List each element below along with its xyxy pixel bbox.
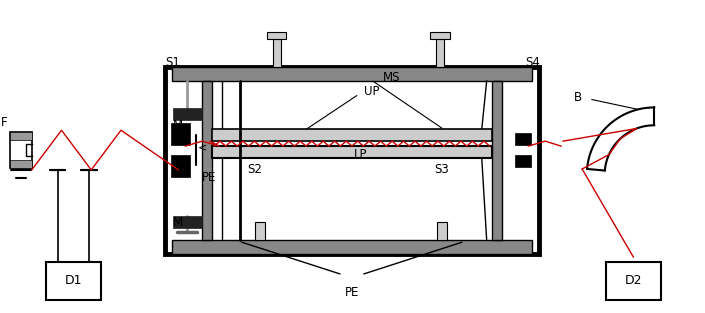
Text: <: < xyxy=(197,142,207,152)
Bar xyxy=(266,32,286,39)
Bar xyxy=(171,240,532,254)
Bar xyxy=(273,39,281,67)
Bar xyxy=(10,160,32,168)
Bar xyxy=(164,67,539,254)
Text: MS: MS xyxy=(383,71,400,84)
Bar xyxy=(212,146,491,158)
Text: S1: S1 xyxy=(165,56,180,69)
Bar xyxy=(10,132,32,168)
Bar xyxy=(515,155,532,167)
Text: M: M xyxy=(173,216,183,229)
Text: D1: D1 xyxy=(65,275,82,287)
Bar xyxy=(171,155,190,177)
Bar xyxy=(171,123,190,145)
Text: M: M xyxy=(173,119,183,132)
Text: UP: UP xyxy=(364,85,379,98)
Bar xyxy=(515,133,532,145)
Bar xyxy=(10,132,32,140)
Bar xyxy=(436,39,444,67)
Text: B: B xyxy=(574,91,582,104)
Text: LP: LP xyxy=(354,147,367,161)
Bar xyxy=(173,108,202,120)
Bar xyxy=(202,81,212,240)
Text: PE: PE xyxy=(202,171,216,184)
Text: S3: S3 xyxy=(435,163,450,177)
Bar xyxy=(491,81,501,240)
Text: D2: D2 xyxy=(625,275,642,287)
Bar xyxy=(430,32,450,39)
Bar xyxy=(173,217,202,228)
Text: S4: S4 xyxy=(525,56,540,69)
Text: F: F xyxy=(1,116,8,129)
Bar xyxy=(46,262,101,300)
Bar xyxy=(437,223,447,240)
Bar xyxy=(171,67,532,81)
Text: S2: S2 xyxy=(247,163,262,177)
Bar xyxy=(606,262,661,300)
Bar xyxy=(212,129,491,141)
Bar xyxy=(255,223,264,240)
Text: PE: PE xyxy=(345,286,359,299)
